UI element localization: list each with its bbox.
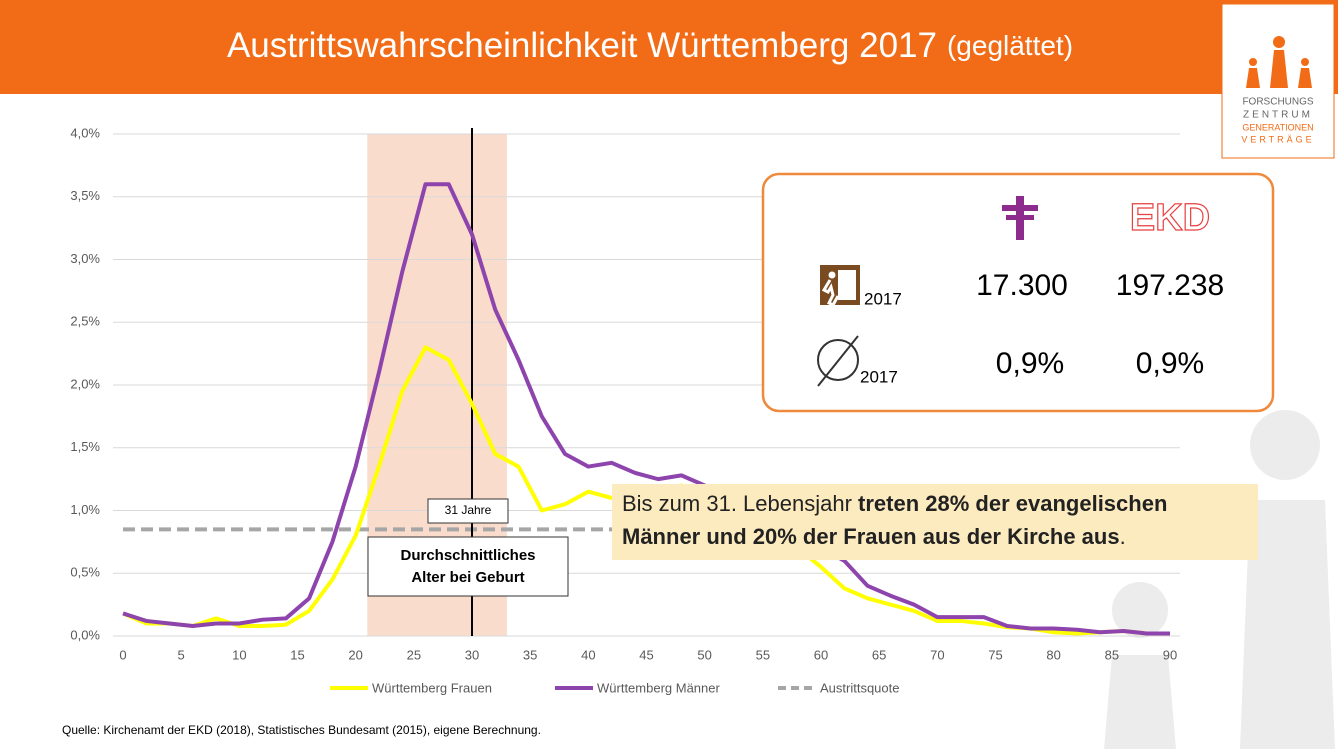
- callout: Männer und 20% der Frauen aus der Kirche…: [622, 524, 1126, 549]
- watermark: [1104, 410, 1335, 749]
- info-value: 197.238: [1116, 269, 1224, 302]
- legend-label: Württemberg Frauen: [372, 680, 492, 695]
- logo-text: FORSCHUNGS: [1242, 97, 1313, 108]
- series-line: [122, 182, 1170, 636]
- ekd-logo: EKD: [1130, 197, 1210, 239]
- legend-label: Austrittsquote: [820, 680, 900, 695]
- source: Quelle: Kirchenamt der EKD (2018), Stati…: [62, 723, 541, 737]
- logo: FORSCHUNGS ZENTRUM GENERATIONEN VERTRÄGE: [1221, 3, 1335, 159]
- info-box: [761, 172, 1275, 413]
- x-tick-label: 0: [119, 647, 126, 662]
- annotation: 31 Jahre: [445, 503, 492, 517]
- y-tick-label: 1,0%: [70, 502, 100, 517]
- y-tick-label: 1,5%: [70, 439, 100, 454]
- annotation: Alter bei Geburt: [411, 569, 524, 586]
- annotation-box: [367, 536, 569, 597]
- callout: Bis zum 31. Lebensjahr treten 28% der ev…: [622, 491, 1167, 516]
- y-tick-label: 2,5%: [70, 314, 100, 329]
- x-tick-label: 50: [697, 647, 711, 662]
- logo-text: VERTRÄGE: [1241, 134, 1314, 144]
- header-bar: [0, 0, 1338, 94]
- x-tick-label: 80: [1046, 647, 1060, 662]
- x-tick-label: 85: [1105, 647, 1119, 662]
- subscript: 2017: [860, 367, 898, 386]
- legend-label: Württemberg Männer: [597, 680, 720, 695]
- x-tick-label: 40: [581, 647, 595, 662]
- annotation: Durchschnittliches: [400, 547, 535, 564]
- subscript: 2017: [864, 289, 902, 308]
- logo-text: ZENTRUM: [1243, 110, 1313, 121]
- exit-icon: [820, 265, 860, 307]
- x-tick-label: 55: [756, 647, 770, 662]
- cross-icon: [1002, 196, 1038, 240]
- x-tick-label: 30: [465, 647, 479, 662]
- x-tick-label: 35: [523, 647, 537, 662]
- y-tick-label: 2,0%: [70, 376, 100, 391]
- x-tick-label: 5: [178, 647, 185, 662]
- y-tick-label: 3,5%: [70, 188, 100, 203]
- y-tick-label: 3,0%: [70, 251, 100, 266]
- x-tick-label: 20: [348, 647, 362, 662]
- x-tick-label: 75: [988, 647, 1002, 662]
- x-tick-label: 15: [290, 647, 304, 662]
- annotation-box: [427, 498, 509, 524]
- x-tick-label: 25: [407, 647, 421, 662]
- info-value: 17.300: [976, 269, 1068, 302]
- x-tick-label: 70: [930, 647, 944, 662]
- y-tick-label: 0,0%: [70, 627, 100, 642]
- x-tick-label: 45: [639, 647, 653, 662]
- x-tick-label: 90: [1163, 647, 1177, 662]
- x-tick-label: 10: [232, 647, 246, 662]
- average-icon: [817, 335, 859, 387]
- title: Austrittswahrscheinlichkeit Württemberg …: [227, 26, 1073, 65]
- overlay: 31 Jahre Durchschnittliches Alter bei Ge…: [367, 172, 1275, 597]
- logo-text: GENERATIONEN: [1242, 122, 1313, 132]
- y-tick-label: 0,5%: [70, 565, 100, 580]
- info-value: 0,9%: [1136, 347, 1204, 380]
- x-tick-label: 65: [872, 647, 886, 662]
- callout-box: [612, 484, 1258, 560]
- info-value: 0,9%: [996, 347, 1064, 380]
- y-tick-label: 4,0%: [70, 125, 100, 140]
- x-tick-label: 60: [814, 647, 828, 662]
